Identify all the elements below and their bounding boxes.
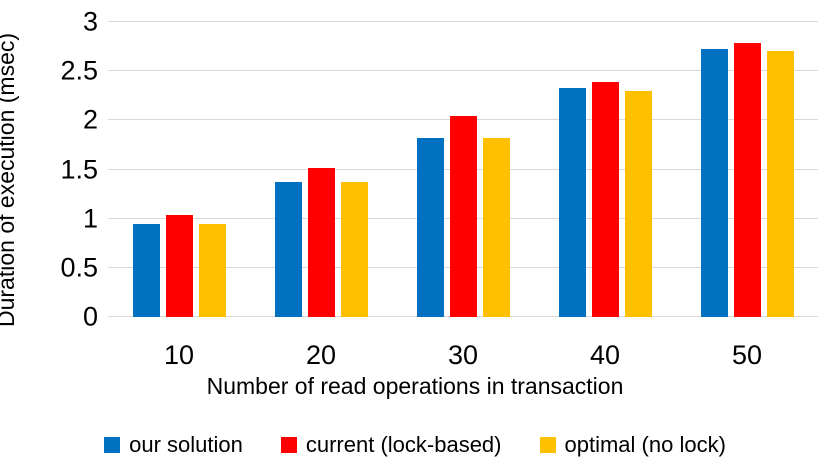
bar-group-10 <box>108 22 250 317</box>
bar <box>307 167 335 317</box>
bar <box>766 50 794 317</box>
bar <box>198 223 226 317</box>
gridline <box>108 21 818 22</box>
legend-label: our solution <box>129 432 243 457</box>
y-tick-label: 2 <box>82 104 98 135</box>
x-axis-tick-labels: 10 20 30 40 50 <box>108 340 818 370</box>
y-axis-tick-labels: 0 0.5 1 1.5 2 2.5 3 <box>0 8 98 330</box>
legend-item: our solution <box>104 432 243 458</box>
gridline <box>108 70 818 72</box>
y-tick-label: 0 <box>82 301 98 332</box>
bar <box>482 138 510 317</box>
bar-group-30 <box>392 22 534 317</box>
y-tick-label: 3 <box>82 6 98 37</box>
bar <box>416 138 444 317</box>
bar-group-20 <box>250 22 392 317</box>
x-tick-label: 10 <box>163 340 195 370</box>
bar-groups <box>108 22 818 317</box>
bar-group-40 <box>534 22 676 317</box>
x-tick-label: 40 <box>589 340 621 370</box>
y-tick-label: 0.5 <box>60 252 98 283</box>
bar-group-50 <box>676 22 818 317</box>
bar <box>449 116 477 317</box>
legend-item: current (lock-based) <box>280 432 502 458</box>
y-tick-label: 2.5 <box>60 55 98 86</box>
x-axis-title: Number of read operations in transaction <box>206 373 624 399</box>
bar <box>165 214 193 317</box>
bar <box>274 182 302 317</box>
legend-swatch <box>104 437 121 453</box>
legend: our solution current (lock-based) optimal … <box>0 430 830 460</box>
bar <box>591 81 619 317</box>
y-tick-label: 1 <box>82 203 98 234</box>
x-tick-label: 50 <box>731 340 763 370</box>
legend-label: current (lock-based) <box>305 432 502 457</box>
y-tick-label: 1.5 <box>60 154 98 184</box>
legend-label: optimal (no lock) <box>564 432 726 457</box>
legend-item: optimal (no lock) <box>539 432 726 458</box>
x-tick-label: 30 <box>447 340 479 370</box>
x-tick-label: 20 <box>305 340 337 370</box>
bar <box>624 90 652 317</box>
bar <box>733 42 761 317</box>
bar <box>700 48 728 317</box>
bar <box>132 223 160 317</box>
bar <box>340 182 368 317</box>
plot-area <box>108 21 818 317</box>
legend-swatch <box>280 437 297 453</box>
bar <box>558 87 586 317</box>
legend-swatch <box>539 437 556 453</box>
